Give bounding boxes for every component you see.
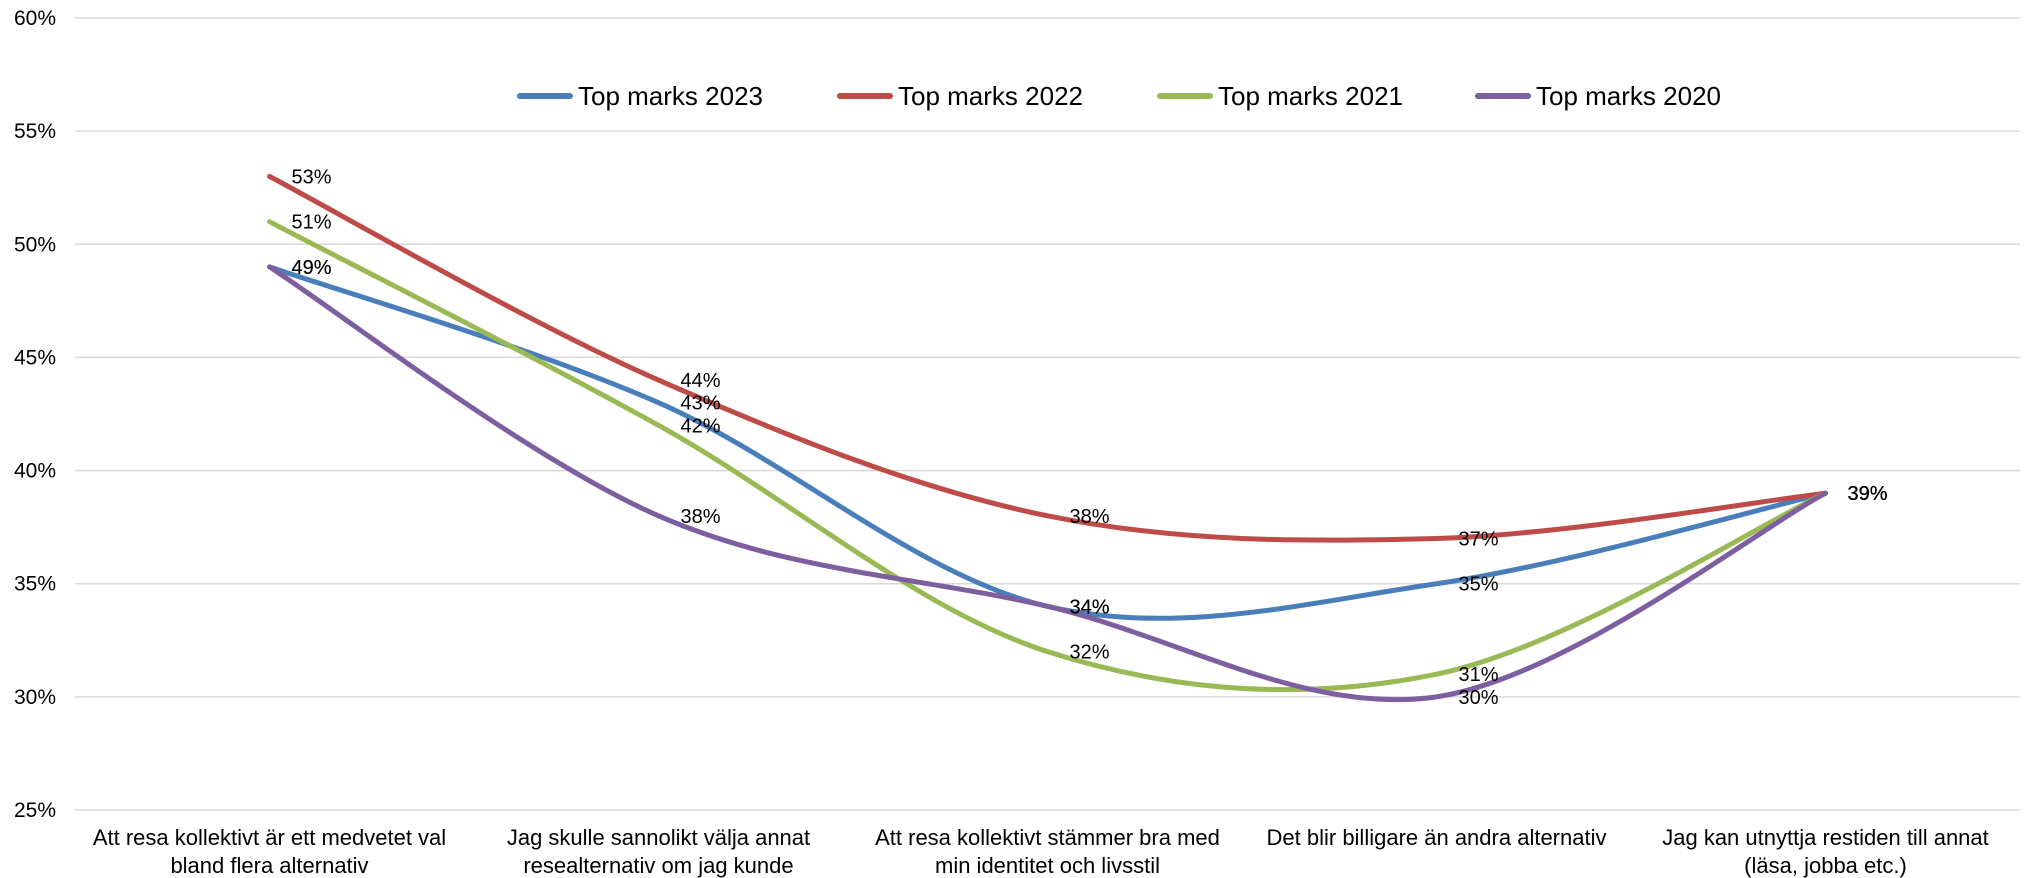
y-tick-label: 60%	[14, 7, 56, 30]
y-tick-label: 55%	[14, 120, 56, 143]
y-tick-label: 40%	[14, 460, 56, 483]
data-label: 39%	[1848, 483, 1888, 505]
x-category-label: Jag skulle sannolikt välja annat	[507, 825, 810, 850]
data-label: 49%	[292, 257, 332, 279]
data-label: 34%	[1070, 596, 1110, 618]
legend: Top marks 2023 Top marks 2022 Top marks 20…	[517, 81, 1721, 111]
data-label: 44%	[681, 370, 721, 392]
legend-label: Top marks 2020	[1536, 81, 1721, 111]
data-label: 39%	[1848, 483, 1888, 505]
series-line	[267, 173, 1828, 543]
x-axis: Att resa kollektivt är ett medvetet val b…	[93, 825, 1989, 878]
series-line	[267, 264, 1828, 703]
x-category-label: min identitet och livsstil	[935, 853, 1160, 878]
y-tick-label: 30%	[14, 686, 56, 709]
data-label: 53%	[292, 166, 332, 188]
x-category-label: (läsa, jobba etc.)	[1744, 853, 1907, 878]
data-label: 32%	[1070, 642, 1110, 664]
series-lines	[267, 173, 1828, 703]
data-label: 38%	[681, 506, 721, 528]
data-label: 43%	[681, 393, 721, 415]
data-label: 37%	[1459, 528, 1499, 550]
data-label: 38%	[1070, 506, 1110, 528]
gridlines	[75, 17, 2020, 811]
data-label: 49%	[292, 257, 332, 279]
data-label: 30%	[1459, 687, 1499, 709]
data-label: 31%	[1459, 664, 1499, 686]
x-category-label: resealternativ om jag kunde	[523, 853, 793, 878]
y-tick-label: 25%	[14, 799, 56, 822]
series-line	[267, 219, 1828, 693]
data-label: 51%	[292, 212, 332, 234]
data-labels: 49%43%34%35%39%53%44%38%37%39%51%42%32%3…	[292, 166, 1888, 708]
series-line	[267, 264, 1828, 621]
x-category-label: Det blir billigare än andra alternativ	[1267, 825, 1607, 850]
data-label: 39%	[1848, 483, 1888, 505]
y-tick-label: 35%	[14, 573, 56, 596]
x-category-label: bland flera alternativ	[170, 853, 368, 878]
legend-label: Top marks 2022	[898, 81, 1083, 111]
y-tick-label: 45%	[14, 346, 56, 369]
data-label: 42%	[681, 415, 721, 437]
data-label: 39%	[1848, 483, 1888, 505]
data-label: 35%	[1459, 574, 1499, 596]
legend-label: Top marks 2023	[578, 81, 763, 111]
data-label: 34%	[1070, 596, 1110, 618]
y-axis: 25% 30% 35% 40% 45% 50% 55% 60%	[14, 7, 56, 822]
x-category-label: Att resa kollektivt stämmer bra med	[875, 825, 1220, 850]
x-category-label: Jag kan utnyttja restiden till annat	[1662, 825, 1989, 850]
legend-label: Top marks 2021	[1218, 81, 1403, 111]
x-category-label: Att resa kollektivt är ett medvetet val	[93, 825, 446, 850]
y-tick-label: 50%	[14, 233, 56, 256]
